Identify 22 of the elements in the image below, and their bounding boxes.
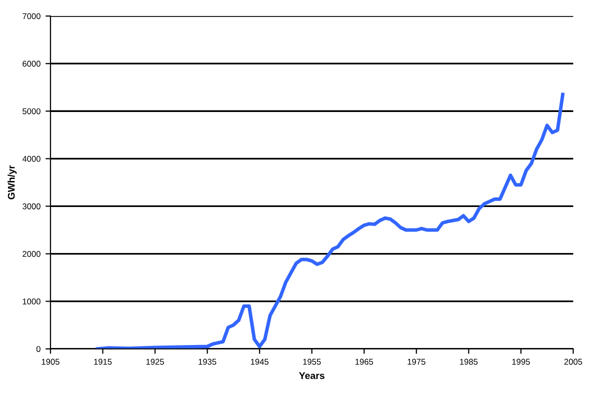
line-series: [96, 92, 564, 349]
x-tick-label: 1995: [512, 358, 530, 365]
y-tick-label: 3000: [22, 203, 40, 210]
x-tick-label: 1945: [250, 358, 268, 365]
y-tick-label: 0: [36, 346, 40, 352]
x-tick-label: 2005: [564, 358, 582, 365]
x-tick-label: 1985: [460, 358, 478, 365]
x-tick-label: 1935: [198, 358, 216, 365]
y-tick-label: 5000: [22, 108, 40, 114]
x-tick-label: 1925: [146, 358, 164, 365]
y-tick-label: 2000: [22, 250, 40, 257]
x-tick-label: 1965: [355, 358, 374, 365]
y-axis-title: GWh/yr: [8, 165, 17, 200]
x-tick-label: 1905: [42, 358, 60, 365]
x-axis-title: Years: [299, 372, 324, 380]
y-tick-label: 1000: [22, 298, 40, 304]
y-tick-label: 7000: [22, 13, 40, 20]
y-tick-label: 4000: [22, 156, 40, 162]
y-tick-label: 6000: [22, 60, 40, 67]
x-tick-label: 1975: [408, 358, 426, 365]
x-tick-label: 1915: [94, 358, 112, 365]
x-tick-label: 1955: [303, 358, 321, 365]
